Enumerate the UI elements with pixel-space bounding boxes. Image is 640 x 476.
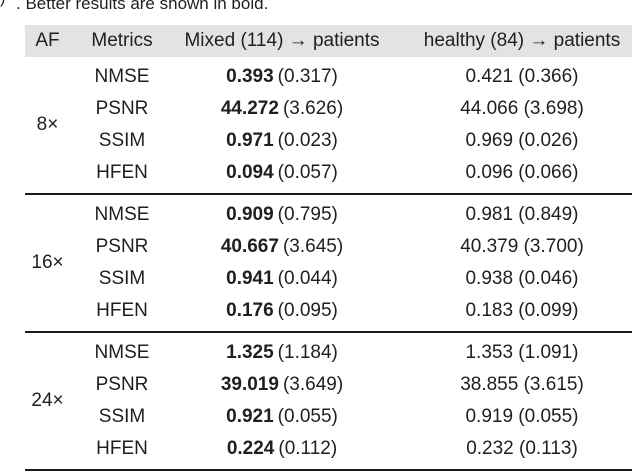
mixed-value: 44.272 (3.626) <box>174 93 390 125</box>
metric-label: HFEN <box>96 438 148 459</box>
mixed-value: 0.094 (0.057) <box>174 157 390 189</box>
results-table: AF Metrics Mixed (114) → patients health… <box>25 25 632 471</box>
mixed-std: (0.055) <box>277 406 338 427</box>
healthy-value: 0.183 (0.099) <box>465 300 579 321</box>
metric-label: SSIM <box>98 130 146 151</box>
mixed-value: 0.909 (0.795) <box>174 199 390 231</box>
header-af: AF <box>35 30 60 51</box>
healthy-value: 0.919 (0.055) <box>465 406 579 427</box>
mixed-value: 1.325 (1.184) <box>174 337 390 369</box>
mixed-mean: 0.921 <box>226 406 274 427</box>
metric-label: NMSE <box>94 342 150 363</box>
mixed-std: (0.112) <box>278 438 338 459</box>
metric-label: HFEN <box>96 162 148 183</box>
caption-clipped-fragment: ) <box>0 0 5 8</box>
mixed-std: (0.795) <box>277 204 338 225</box>
metric-label: SSIM <box>98 268 146 289</box>
mixed-mean: 0.941 <box>226 268 274 289</box>
mixed-std: (0.044) <box>277 268 338 289</box>
af-group-8x: 8× NMSE 0.393 (0.317) 0.421 (0.366) PSNR … <box>25 57 632 195</box>
header-mixed: Mixed (114) → patients <box>184 30 380 51</box>
mixed-mean: 40.667 <box>220 236 279 257</box>
mixed-std: (0.023) <box>277 130 338 151</box>
mixed-value: 0.176 (0.095) <box>174 295 390 327</box>
healthy-value: 0.981 (0.849) <box>465 204 579 225</box>
mixed-std: (0.317) <box>277 66 338 87</box>
mixed-mean: 39.019 <box>220 374 279 395</box>
metric-label: NMSE <box>94 204 150 225</box>
table-header-row: AF Metrics Mixed (114) → patients health… <box>25 25 632 57</box>
mixed-mean: 0.393 <box>226 66 274 87</box>
mixed-std: (1.184) <box>277 342 338 363</box>
healthy-value: 44.066 (3.698) <box>460 98 584 119</box>
af-label: 24× <box>31 390 64 411</box>
healthy-value: 0.969 (0.026) <box>465 130 579 151</box>
af-group-24x: 24× NMSE 1.325 (1.184) 1.353 (1.091) PSNR… <box>25 333 632 471</box>
metric-label: SSIM <box>98 406 146 427</box>
metric-label: PSNR <box>95 98 149 119</box>
metric-label: HFEN <box>96 300 148 321</box>
af-label: 16× <box>31 252 64 273</box>
mixed-mean: 0.971 <box>226 130 274 151</box>
header-metrics: Metrics <box>91 30 153 51</box>
mixed-std: (3.649) <box>282 374 344 395</box>
mixed-mean: 44.272 <box>220 98 279 119</box>
mixed-std: (0.057) <box>277 162 338 183</box>
healthy-value: 0.096 (0.066) <box>465 162 579 183</box>
metric-label: PSNR <box>95 374 149 395</box>
mixed-value: 40.667 (3.645) <box>174 231 390 263</box>
table-caption: . Better results are shown in bold. <box>16 0 269 13</box>
mixed-value: 0.393 (0.317) <box>174 61 390 93</box>
healthy-value: 0.938 (0.046) <box>465 268 579 289</box>
mixed-value: 0.971 (0.023) <box>174 125 390 157</box>
healthy-value: 0.232 (0.113) <box>466 438 578 459</box>
healthy-value: 38.855 (3.615) <box>460 374 584 395</box>
metric-label: PSNR <box>95 236 149 257</box>
mixed-mean: 1.325 <box>226 342 274 363</box>
mixed-std: (0.095) <box>277 300 338 321</box>
af-label: 8× <box>36 114 59 135</box>
af-group-16x: 16× NMSE 0.909 (0.795) 0.981 (0.849) PSNR… <box>25 195 632 333</box>
mixed-mean: 0.909 <box>226 204 274 225</box>
mixed-std: (3.626) <box>282 98 344 119</box>
mixed-mean: 0.094 <box>226 162 274 183</box>
healthy-value: 1.353 (1.091) <box>465 342 579 363</box>
mixed-mean: 0.176 <box>226 300 274 321</box>
mixed-value: 39.019 (3.649) <box>174 369 390 401</box>
mixed-std: (3.645) <box>282 236 344 257</box>
mixed-value: 0.224 (0.112) <box>174 433 390 465</box>
header-healthy: healthy (84) → patients <box>423 30 621 51</box>
mixed-value: 0.921 (0.055) <box>174 401 390 433</box>
healthy-value: 0.421 (0.366) <box>465 66 579 87</box>
mixed-mean: 0.224 <box>226 438 275 459</box>
healthy-value: 40.379 (3.700) <box>460 236 584 257</box>
metric-label: NMSE <box>94 66 150 87</box>
mixed-value: 0.941 (0.044) <box>174 263 390 295</box>
